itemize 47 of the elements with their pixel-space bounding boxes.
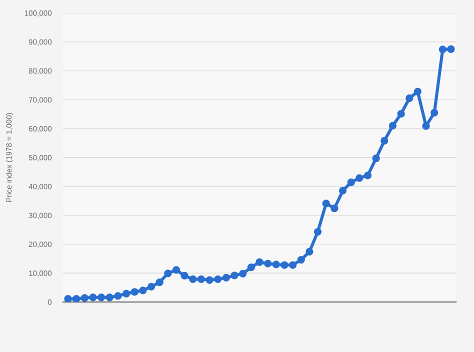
point — [206, 276, 214, 284]
point — [406, 94, 414, 102]
point — [230, 272, 238, 280]
point — [147, 282, 156, 291]
point — [189, 275, 197, 283]
point — [314, 228, 322, 236]
point — [306, 248, 314, 256]
point — [72, 295, 80, 302]
point — [80, 294, 88, 302]
point — [438, 46, 446, 54]
point — [397, 110, 405, 118]
point — [338, 186, 347, 195]
point — [414, 88, 422, 96]
point — [122, 290, 130, 298]
point — [288, 261, 297, 269]
point — [388, 122, 397, 130]
point — [372, 154, 380, 162]
point — [239, 270, 247, 278]
point — [347, 178, 355, 186]
point — [264, 260, 272, 268]
point — [356, 174, 364, 182]
point — [422, 122, 430, 130]
point — [272, 260, 280, 268]
point — [214, 275, 222, 283]
point — [89, 294, 97, 302]
point — [106, 294, 114, 302]
point — [222, 274, 230, 282]
point — [130, 288, 138, 296]
point — [114, 292, 122, 300]
point — [380, 136, 388, 145]
point — [322, 200, 330, 208]
point — [97, 294, 106, 302]
point — [172, 266, 180, 274]
point — [330, 204, 338, 212]
point — [364, 172, 372, 180]
point — [197, 275, 206, 283]
point — [64, 295, 72, 302]
point — [447, 45, 455, 53]
point — [430, 108, 438, 117]
point — [247, 264, 255, 272]
point — [256, 258, 264, 266]
point — [297, 256, 305, 264]
point — [180, 272, 188, 280]
point — [139, 286, 147, 294]
point — [280, 261, 288, 269]
point — [156, 278, 164, 286]
point — [164, 270, 172, 278]
